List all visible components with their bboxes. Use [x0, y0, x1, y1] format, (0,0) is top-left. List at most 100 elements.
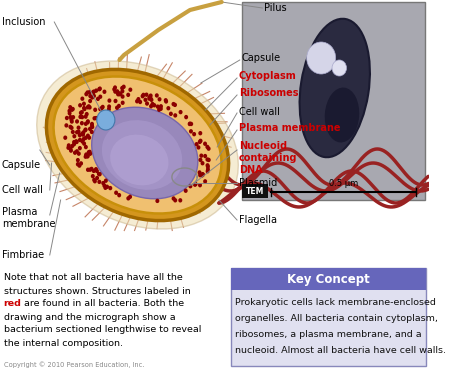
Circle shape — [97, 87, 101, 91]
Text: Flagella: Flagella — [239, 215, 277, 225]
Circle shape — [192, 132, 196, 137]
Ellipse shape — [307, 42, 336, 74]
Circle shape — [69, 118, 73, 122]
Circle shape — [198, 183, 202, 187]
Circle shape — [104, 178, 108, 183]
Text: Note that not all bacteria have all the: Note that not all bacteria have all the — [4, 273, 182, 283]
Circle shape — [118, 91, 121, 96]
Circle shape — [145, 101, 149, 106]
Circle shape — [78, 146, 82, 150]
Text: Fimbriae: Fimbriae — [2, 250, 44, 260]
Circle shape — [85, 90, 90, 95]
Circle shape — [93, 108, 97, 112]
Circle shape — [75, 119, 79, 124]
Circle shape — [141, 94, 145, 98]
Circle shape — [86, 119, 90, 124]
Circle shape — [157, 97, 162, 101]
Circle shape — [92, 169, 96, 173]
Text: Pilus: Pilus — [264, 3, 287, 13]
Circle shape — [118, 92, 122, 96]
Circle shape — [84, 114, 88, 119]
Text: Inclusion: Inclusion — [2, 17, 46, 27]
Ellipse shape — [91, 107, 198, 199]
Circle shape — [92, 94, 96, 98]
Circle shape — [68, 111, 72, 115]
Circle shape — [66, 145, 70, 150]
Circle shape — [69, 148, 73, 153]
Circle shape — [206, 169, 210, 174]
Circle shape — [114, 191, 118, 195]
Circle shape — [73, 140, 77, 145]
Text: Ribosomes: Ribosomes — [239, 88, 298, 98]
Circle shape — [98, 172, 102, 176]
Circle shape — [189, 122, 193, 126]
Circle shape — [149, 104, 153, 108]
Text: containing: containing — [239, 153, 297, 163]
Circle shape — [81, 139, 84, 144]
Circle shape — [164, 98, 168, 102]
Circle shape — [149, 98, 154, 102]
Circle shape — [100, 106, 104, 110]
Text: Plasma membrane: Plasma membrane — [239, 123, 340, 133]
Ellipse shape — [300, 19, 370, 157]
Circle shape — [83, 155, 88, 159]
Circle shape — [200, 173, 204, 178]
Circle shape — [78, 133, 82, 137]
Circle shape — [95, 176, 99, 180]
Text: TEM: TEM — [246, 186, 264, 195]
Circle shape — [81, 97, 84, 101]
Circle shape — [76, 125, 81, 130]
Circle shape — [201, 172, 205, 177]
Circle shape — [108, 98, 111, 103]
Text: drawing and the micrograph show a: drawing and the micrograph show a — [4, 313, 175, 322]
Circle shape — [184, 189, 188, 193]
Circle shape — [92, 90, 96, 94]
Circle shape — [103, 186, 108, 190]
Circle shape — [88, 127, 92, 131]
Circle shape — [86, 168, 90, 172]
Circle shape — [159, 104, 163, 108]
Circle shape — [84, 153, 88, 158]
Circle shape — [65, 116, 69, 120]
Circle shape — [135, 99, 139, 104]
Circle shape — [101, 181, 105, 185]
Circle shape — [189, 129, 193, 134]
Circle shape — [98, 87, 102, 91]
Circle shape — [84, 145, 88, 149]
Circle shape — [120, 89, 124, 94]
Ellipse shape — [37, 61, 238, 229]
Text: Key Concept: Key Concept — [287, 272, 370, 286]
Circle shape — [68, 147, 73, 151]
Circle shape — [87, 150, 91, 154]
Circle shape — [88, 152, 92, 156]
Circle shape — [90, 95, 94, 100]
Circle shape — [199, 158, 202, 162]
Circle shape — [82, 130, 85, 135]
Circle shape — [78, 138, 82, 142]
Circle shape — [75, 140, 79, 144]
Circle shape — [90, 124, 94, 128]
Circle shape — [156, 104, 160, 109]
Ellipse shape — [325, 88, 359, 142]
Circle shape — [86, 120, 90, 125]
Circle shape — [179, 110, 182, 114]
Circle shape — [105, 185, 109, 189]
Circle shape — [155, 199, 159, 203]
Circle shape — [79, 111, 83, 115]
Circle shape — [88, 149, 91, 154]
Circle shape — [80, 121, 84, 125]
Circle shape — [97, 180, 101, 184]
Circle shape — [121, 101, 125, 105]
Circle shape — [79, 161, 83, 166]
Circle shape — [172, 196, 175, 201]
Circle shape — [71, 107, 75, 111]
Circle shape — [206, 167, 210, 172]
Circle shape — [169, 112, 173, 116]
Circle shape — [118, 92, 121, 97]
Circle shape — [81, 132, 85, 137]
Circle shape — [116, 91, 119, 95]
Circle shape — [102, 90, 107, 94]
Circle shape — [207, 147, 210, 151]
Circle shape — [147, 95, 151, 100]
Circle shape — [107, 104, 111, 109]
